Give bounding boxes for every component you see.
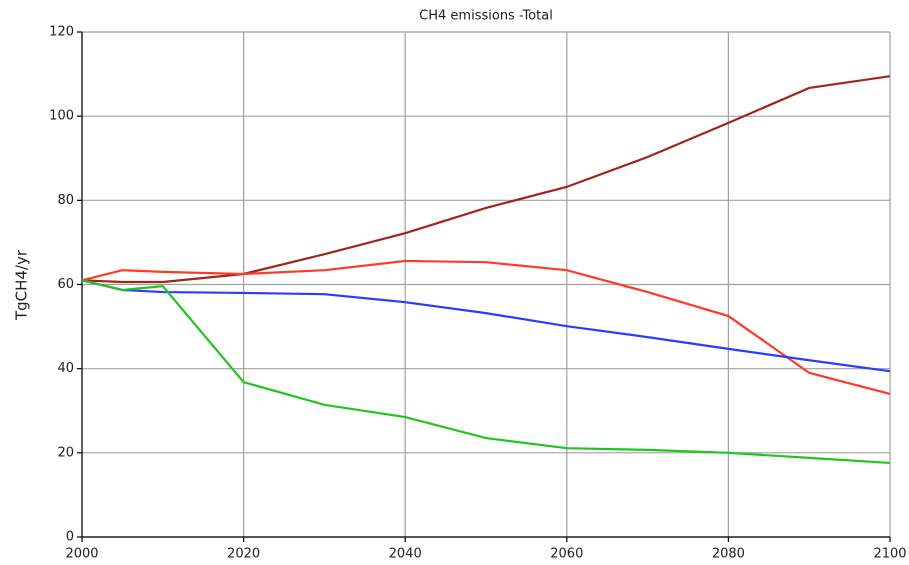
chart-title: CH4 emissions -Total [419, 9, 553, 24]
y-tick-label: 0 [66, 530, 74, 545]
x-tick-label: 2040 [389, 547, 422, 562]
x-tick-label: 2100 [873, 547, 906, 562]
y-tick-label: 40 [57, 361, 74, 376]
x-tick-label: 2000 [65, 547, 98, 562]
y-tick-label: 20 [57, 445, 74, 460]
series-line [81, 279, 891, 465]
series-line [81, 75, 891, 284]
y-tick-label: 80 [57, 193, 74, 208]
y-tick-label: 120 [49, 25, 74, 40]
series-line [81, 259, 891, 395]
series-line [81, 279, 891, 373]
y-tick-label: 100 [49, 109, 74, 124]
x-tick-label: 2060 [550, 547, 583, 562]
y-axis-label: TgCH4/yr [13, 249, 31, 321]
x-tick-label: 2020 [227, 547, 260, 562]
x-tick-label: 2080 [712, 547, 745, 562]
y-tick-label: 60 [57, 277, 74, 292]
